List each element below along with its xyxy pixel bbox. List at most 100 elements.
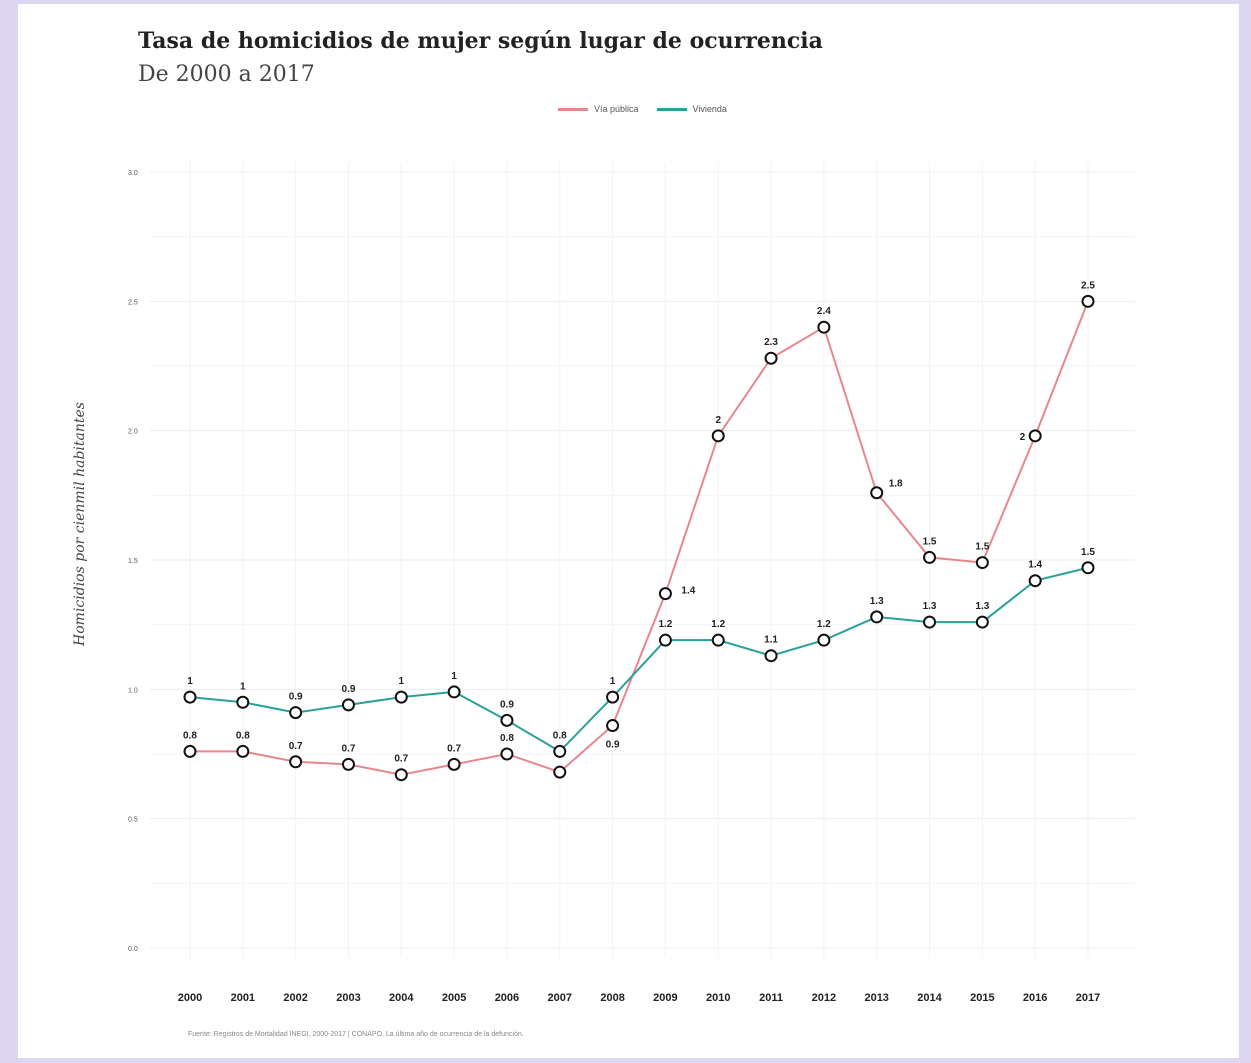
x-tick-label: 2012	[812, 992, 836, 1004]
y-tick-label: 1.5	[128, 558, 138, 565]
data-label: 1	[610, 676, 616, 687]
x-tick-label: 2004	[389, 992, 414, 1004]
data-label: 0.9	[606, 740, 620, 751]
data-label: 1	[399, 676, 405, 687]
data-point	[553, 744, 567, 758]
data-point	[289, 755, 303, 769]
data-label: 1.5	[975, 542, 989, 553]
data-point	[764, 351, 778, 365]
x-tick-label: 2002	[283, 992, 307, 1004]
data-label: 0.7	[447, 743, 461, 754]
data-point	[341, 757, 355, 771]
x-tick-label: 2010	[706, 992, 730, 1004]
data-point	[1081, 294, 1095, 308]
legend-item-via-publica: Vía pública	[558, 104, 639, 114]
data-label: 2.3	[764, 337, 778, 348]
x-tick-label: 2014	[917, 992, 942, 1004]
data-point	[553, 765, 567, 779]
y-tick-label: 2.5	[128, 299, 138, 306]
data-label: 1.2	[658, 619, 672, 630]
data-point	[870, 486, 884, 500]
x-tick-label: 2017	[1076, 992, 1100, 1004]
data-point	[1028, 429, 1042, 443]
data-point	[289, 706, 303, 720]
data-label: 0.9	[500, 699, 514, 710]
data-label: 0.9	[342, 684, 356, 695]
data-point	[1081, 561, 1095, 575]
data-label: 1.3	[870, 596, 884, 607]
data-label: 1.5	[923, 536, 937, 547]
data-label: 1	[240, 681, 246, 692]
y-tick-label: 1.0	[128, 687, 138, 694]
data-point	[1028, 574, 1042, 588]
data-label: 1	[451, 671, 457, 682]
data-label: 1.4	[681, 586, 695, 597]
data-label: 0.7	[289, 741, 303, 752]
x-tick-label: 2013	[864, 992, 888, 1004]
legend-item-vivienda: Vivienda	[656, 104, 727, 114]
series-line-0	[190, 300, 1089, 776]
data-label: 2.4	[817, 306, 831, 317]
data-point	[500, 713, 514, 727]
data-point	[711, 429, 725, 443]
x-tick-label: 2015	[970, 992, 994, 1004]
data-label: 2	[1020, 432, 1026, 443]
data-label: 1.3	[923, 601, 937, 612]
data-point	[923, 550, 937, 564]
data-label: 0.9	[289, 692, 303, 703]
data-label: 0.7	[394, 754, 408, 765]
data-point	[975, 556, 989, 570]
source-note: Fuente: Registros de Mortalidad INEGI, 2…	[188, 1031, 524, 1038]
legend: Vía pública Vivienda	[558, 104, 727, 114]
data-label: 2.5	[1081, 280, 1095, 291]
x-tick-label: 2009	[653, 992, 677, 1004]
y-tick-label: 3.0	[128, 170, 138, 177]
data-point	[447, 757, 461, 771]
x-tick-label: 2000	[178, 992, 202, 1004]
data-point	[394, 690, 408, 704]
data-label: 0.8	[500, 733, 514, 744]
data-label: 1.1	[764, 635, 778, 646]
x-tick-label: 2007	[548, 992, 572, 1004]
legend-label-vivienda: Vivienda	[692, 104, 727, 114]
x-tick-label: 2011	[759, 992, 783, 1004]
data-point	[923, 615, 937, 629]
data-point	[236, 695, 250, 709]
data-label: 1.2	[817, 619, 831, 630]
y-tick-label: 0.5	[128, 817, 138, 824]
x-tick-label: 2008	[600, 992, 624, 1004]
data-point	[658, 587, 672, 601]
data-label: 0.8	[236, 730, 250, 741]
data-label: 2	[715, 415, 721, 426]
data-point	[975, 615, 989, 629]
y-tick-label: 2.0	[128, 429, 138, 436]
data-point	[183, 744, 197, 758]
x-tick-label: 2006	[495, 992, 519, 1004]
data-point	[606, 690, 620, 704]
data-label: 1	[187, 676, 193, 687]
data-point	[183, 690, 197, 704]
data-point	[341, 698, 355, 712]
y-tick-label: 0.0	[128, 946, 138, 953]
chart-subtitle: De 2000 a 2017	[138, 62, 315, 87]
legend-swatch-via-publica	[558, 107, 588, 111]
x-tick-label: 2001	[231, 992, 255, 1004]
data-point	[817, 320, 831, 334]
data-point	[500, 747, 514, 761]
data-label: 1.3	[975, 601, 989, 612]
data-label: 0.8	[553, 730, 567, 741]
x-tick-label: 2016	[1023, 992, 1047, 1004]
data-label: 1.2	[711, 619, 725, 630]
legend-label-via-publica: Vía pública	[594, 104, 639, 114]
data-label: 0.7	[342, 743, 356, 754]
chart-title: Tasa de homicidios de mujer según lugar …	[138, 28, 823, 54]
x-tick-label: 2005	[442, 992, 466, 1004]
data-point	[764, 649, 778, 663]
data-label: 1.8	[889, 479, 903, 490]
series-line-1	[189, 566, 1089, 753]
data-point	[606, 719, 620, 733]
data-point	[817, 633, 831, 647]
data-label: 0.8	[183, 730, 197, 741]
data-point	[447, 685, 461, 699]
